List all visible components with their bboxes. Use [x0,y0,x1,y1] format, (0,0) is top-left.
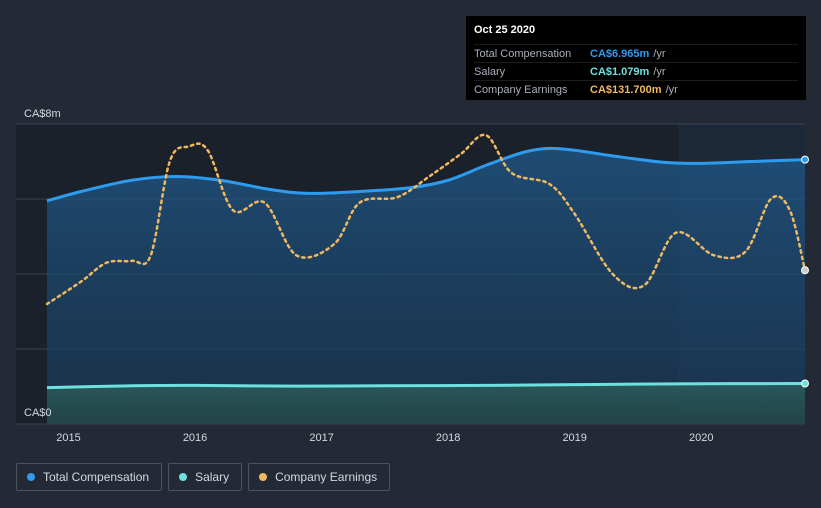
x-tick-label: 2016 [183,432,207,444]
chart: CA$8m CA$0 2015 2016 2017 2018 2019 2020 [16,108,809,444]
end-markers [801,155,809,388]
total-compensation-area [47,148,805,424]
legend: Total Compensation Salary Company Earnin… [16,463,391,491]
company-earnings-end-marker [801,266,809,275]
total-compensation-end-marker [801,155,809,164]
tooltip-row-earnings: Company Earnings CA$131.700m /yr [474,80,798,98]
legend-dot-icon [259,473,268,481]
x-tick-label: 2020 [689,432,713,444]
legend-dot-icon [27,473,35,481]
tooltip-label: Salary [474,65,506,78]
tooltip-unit: /yr [665,83,678,96]
total-compensation-line [46,146,806,203]
tooltip-unit: /yr [653,65,666,78]
legend-label: Total Compensation [43,470,150,484]
tooltip-row-salary: Salary CA$1.079m /yr [474,62,798,80]
salary-end-marker [801,379,809,388]
x-axis-ticks: 2015 2016 2017 2018 2019 2020 [56,432,713,444]
legend-label: Company Earnings [275,470,378,484]
x-tick-label: 2019 [562,432,586,444]
tooltip: Oct 25 2020 Total Compensation CA$6.965m… [466,16,806,100]
x-tick-label: 2018 [436,432,460,444]
legend-item-company-earnings[interactable]: Company Earnings [248,463,391,491]
tooltip-value: CA$6.965m [590,47,650,60]
legend-label: Salary [195,470,230,484]
legend-item-total-compensation[interactable]: Total Compensation [16,463,163,491]
tooltip-value: CA$1.079m [590,65,650,78]
y-tick-label-bottom: CA$0 [24,407,52,419]
series-lines [45,133,807,390]
tooltip-date: Oct 25 2020 [474,24,536,36]
legend-item-salary[interactable]: Salary [168,463,243,491]
tooltip-label: Company Earnings [474,83,568,96]
x-tick-label: 2017 [309,432,333,444]
salary-line [46,382,806,390]
y-tick-label-top: CA$8m [24,108,61,120]
tooltip-label: Total Compensation [474,47,572,60]
area-fills [47,148,805,424]
tooltip-value: CA$131.700m [590,83,662,96]
legend-dot-icon [179,473,188,481]
tooltip-unit: /yr [653,47,666,60]
company-earnings-line [45,133,807,306]
salary-area [47,383,805,424]
x-tick-label: 2015 [56,432,80,444]
tooltip-row-total: Total Compensation CA$6.965m /yr [474,44,798,62]
